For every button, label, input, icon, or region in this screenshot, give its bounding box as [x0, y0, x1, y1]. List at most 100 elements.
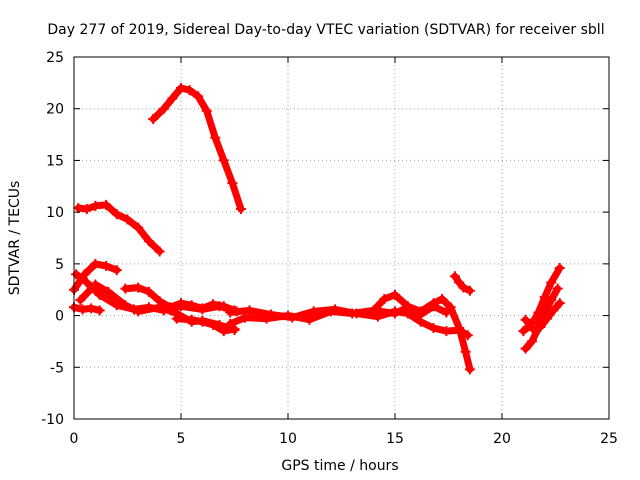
x-tick-label: 5 — [177, 431, 186, 447]
data-point — [101, 260, 112, 271]
series-arc-12 — [449, 271, 475, 296]
y-tick-label: -5 — [50, 360, 64, 376]
y-tick-label: -10 — [41, 412, 64, 428]
series-arc-15 — [520, 298, 565, 336]
data-point — [171, 313, 182, 324]
data-point — [548, 305, 559, 316]
data-point — [143, 236, 154, 247]
data-point — [120, 283, 131, 294]
data-point — [428, 298, 439, 309]
y-tick-label: 25 — [46, 50, 64, 66]
data-point — [546, 295, 557, 306]
data-point — [111, 209, 122, 220]
data-point — [81, 277, 92, 288]
data-point — [218, 326, 229, 337]
data-point — [218, 155, 229, 166]
x-tick-label: 0 — [70, 431, 79, 447]
data-point — [529, 325, 540, 336]
data-point — [554, 298, 565, 309]
series-line — [522, 299, 564, 334]
data-point — [372, 311, 383, 322]
data-point — [287, 312, 298, 323]
data-point — [390, 289, 400, 300]
series-arc-11 — [368, 289, 475, 375]
data-point — [402, 301, 413, 312]
grid-lines — [74, 57, 609, 419]
y-tick-label: 5 — [55, 257, 64, 273]
data-point — [379, 294, 390, 305]
data-point — [201, 105, 212, 116]
data-point — [154, 302, 165, 313]
data-point — [71, 269, 82, 280]
data-point — [154, 246, 165, 257]
data-point — [218, 301, 229, 312]
data-point — [464, 364, 475, 375]
data-point — [227, 178, 238, 189]
y-tick-label: 0 — [55, 309, 64, 325]
data-point — [552, 283, 563, 294]
data-point — [176, 83, 186, 94]
y-tick-label: 15 — [46, 153, 64, 169]
chart-title: Day 277 of 2019, Sidereal Day-to-day VTE… — [47, 22, 604, 38]
data-point — [244, 305, 255, 316]
plot-frame — [73, 56, 610, 420]
data-point — [520, 343, 531, 354]
data-point — [520, 314, 531, 325]
data-point — [148, 114, 159, 125]
data-point — [458, 282, 469, 293]
data-point — [210, 132, 221, 143]
data-point — [90, 258, 101, 269]
data-point — [133, 306, 144, 317]
data-series — [69, 83, 565, 375]
data-point — [197, 316, 208, 327]
y-tick-label: 10 — [46, 205, 64, 221]
x-tick-label: 25 — [600, 431, 618, 447]
data-point — [184, 85, 195, 96]
data-point — [535, 321, 546, 332]
data-point — [330, 304, 341, 315]
data-point — [235, 204, 246, 215]
data-point — [73, 203, 84, 214]
data-point — [186, 314, 197, 325]
data-point — [454, 322, 465, 333]
data-point — [464, 285, 475, 296]
series-arc-2 — [73, 199, 165, 257]
series-arc-1 — [148, 83, 246, 215]
data-point — [86, 303, 97, 314]
series-line — [451, 272, 474, 295]
data-point — [308, 306, 319, 317]
data-point — [533, 307, 544, 318]
data-point — [176, 298, 186, 309]
data-point — [90, 279, 101, 290]
axis-ticks: 0 5 10 15 20 25 -10 -5 0 5 10 15 20 25 — [41, 50, 618, 447]
data-point — [304, 314, 315, 325]
data-point — [225, 318, 236, 329]
data-point — [265, 309, 276, 320]
data-point — [554, 262, 565, 273]
data-point — [133, 222, 144, 233]
data-point — [441, 326, 452, 337]
data-point — [445, 302, 456, 313]
data-point — [415, 316, 426, 327]
data-point — [526, 336, 537, 347]
data-point — [449, 271, 460, 282]
data-point — [518, 326, 529, 337]
data-point — [428, 322, 439, 333]
data-point — [351, 308, 362, 319]
x-tick-label: 20 — [493, 431, 511, 447]
y-axis-label: SDTVAR / TECUs — [7, 181, 23, 296]
data-point — [546, 277, 557, 288]
data-point — [122, 214, 133, 225]
data-point — [133, 282, 144, 293]
data-point — [460, 346, 471, 357]
y-tick-label: 20 — [46, 102, 64, 118]
data-point — [94, 305, 105, 316]
series-arc-10 — [225, 304, 473, 341]
series-arc-8 — [171, 313, 240, 337]
x-axis-label: GPS time / hours — [281, 458, 398, 474]
data-point — [197, 303, 208, 314]
data-point — [75, 295, 86, 306]
data-point — [81, 204, 92, 215]
data-point — [193, 91, 204, 102]
data-point — [111, 265, 122, 276]
